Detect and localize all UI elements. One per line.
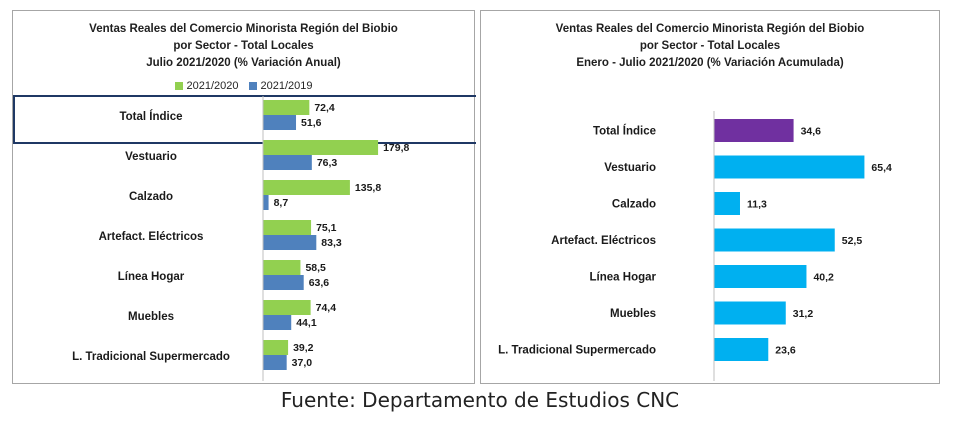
value-label-2021-2019-linea-hogar: 63,6 bbox=[309, 277, 330, 289]
value-label-accumulated-linea-hogar: 40,2 bbox=[813, 272, 834, 284]
legend-item-2021-2020: 2021/2020 bbox=[174, 80, 239, 92]
bar-2021-2019-l-tradicional-supermercado bbox=[263, 355, 287, 370]
legend-swatch bbox=[248, 82, 257, 90]
category-label-vestuario: Vestuario bbox=[604, 162, 656, 174]
value-label-2021-2019-calzado: 8,7 bbox=[274, 197, 289, 209]
chart-legend: 2021/2020 2021/2019 bbox=[13, 80, 474, 92]
bar-2021-2020-linea-hogar bbox=[263, 260, 301, 275]
chart-title-line: Julio 2021/2020 (% Variación Anual) bbox=[146, 57, 341, 69]
category-label-l-tradicional-supermercado: L. Tradicional Supermercado bbox=[498, 345, 656, 357]
chart-title-annual: Ventas Reales del Comercio Minorista Reg… bbox=[13, 21, 474, 72]
chart-title-line: por Sector - Total Locales bbox=[173, 40, 314, 52]
bar-2021-2019-total-indice bbox=[263, 115, 297, 130]
value-label-2021-2019-muebles: 44,1 bbox=[296, 317, 317, 329]
value-label-accumulated-vestuario: 65,4 bbox=[871, 162, 892, 174]
category-label-vestuario: Vestuario bbox=[125, 151, 177, 163]
bar-chart-accumulated: Total Índice 34,6 Vestuario 65,4 Calzado 11,3… bbox=[498, 111, 892, 381]
bar-accumulated-total-indice bbox=[714, 119, 794, 142]
chart-title-line: Enero - Julio 2021/2020 (% Variación Acu… bbox=[576, 57, 844, 69]
bar-2021-2019-linea-hogar bbox=[263, 275, 304, 290]
category-label-muebles: Muebles bbox=[128, 311, 174, 323]
bar-accumulated-artefact-electricos bbox=[714, 228, 835, 252]
value-label-2021-2019-l-tradicional-supermercado: 37,0 bbox=[292, 357, 313, 369]
legend-swatch bbox=[174, 82, 183, 90]
category-label-total-indice: Total Índice bbox=[593, 125, 656, 138]
value-label-2021-2020-muebles: 74,4 bbox=[316, 302, 337, 314]
bar-accumulated-linea-hogar bbox=[714, 265, 807, 288]
category-label-linea-hogar: Línea Hogar bbox=[590, 272, 657, 284]
value-label-2021-2020-artefact-electricos: 75,1 bbox=[316, 222, 337, 234]
bar-accumulated-calzado bbox=[714, 192, 740, 215]
bar-accumulated-vestuario bbox=[714, 155, 865, 179]
bar-accumulated-muebles bbox=[714, 301, 786, 325]
chart-title-line: Ventas Reales del Comercio Minorista Reg… bbox=[555, 23, 865, 35]
value-label-2021-2020-vestuario: 179,8 bbox=[383, 142, 409, 154]
chart-title-line: por Sector - Total Locales bbox=[639, 40, 781, 52]
legend-item-2021-2019: 2021/2019 bbox=[248, 80, 313, 92]
bar-2021-2020-total-indice bbox=[263, 100, 310, 115]
value-label-2021-2020-linea-hogar: 58,5 bbox=[305, 262, 326, 274]
value-label-accumulated-calzado: 11,3 bbox=[747, 199, 767, 211]
category-label-artefact-electricos: Artefact. Eléctricos bbox=[551, 235, 656, 247]
value-label-2021-2019-total-indice: 51,6 bbox=[301, 117, 322, 129]
value-label-2021-2020-total-indice: 72,4 bbox=[314, 102, 335, 114]
value-label-accumulated-l-tradicional-supermercado: 23,6 bbox=[775, 345, 796, 357]
chart-panel-accumulated: Ventas Reales del Comercio Minorista Reg… bbox=[480, 10, 940, 384]
value-label-2021-2019-vestuario: 76,3 bbox=[317, 157, 338, 169]
value-label-accumulated-artefact-electricos: 52,5 bbox=[842, 235, 863, 247]
chart-title-line: Ventas Reales del Comercio Minorista Reg… bbox=[89, 23, 398, 35]
value-label-2021-2020-calzado: 135,8 bbox=[355, 182, 381, 194]
category-label-total-indice: Total Índice bbox=[119, 110, 182, 123]
legend-label: 2021/2019 bbox=[260, 80, 313, 92]
bar-2021-2019-vestuario bbox=[263, 155, 312, 170]
bar-accumulated-l-tradicional-supermercado bbox=[714, 338, 769, 361]
category-label-calzado: Calzado bbox=[612, 199, 656, 211]
bar-2021-2020-vestuario bbox=[263, 140, 379, 155]
bar-2021-2020-artefact-electricos bbox=[263, 220, 312, 235]
value-label-accumulated-muebles: 31,2 bbox=[793, 308, 814, 320]
bar-2021-2019-artefact-electricos bbox=[263, 235, 317, 250]
bar-chart-annual: Total Índice 72,4 51,6 Vestuario 179,8 76,3 Ca… bbox=[13, 95, 476, 381]
bar-2021-2019-muebles bbox=[263, 315, 292, 330]
bar-2021-2020-calzado bbox=[263, 180, 350, 195]
source-caption: Fuente: Departamento de Estudios CNC bbox=[280, 388, 680, 412]
category-label-artefact-electricos: Artefact. Eléctricos bbox=[99, 231, 204, 243]
value-label-2021-2019-artefact-electricos: 83,3 bbox=[321, 237, 342, 249]
chart-title-accumulated: Ventas Reales del Comercio Minorista Reg… bbox=[481, 21, 939, 72]
category-label-l-tradicional-supermercado: L. Tradicional Supermercado bbox=[72, 351, 230, 363]
category-label-calzado: Calzado bbox=[129, 191, 173, 203]
bar-2021-2020-muebles bbox=[263, 300, 311, 315]
bar-2021-2020-l-tradicional-supermercado bbox=[263, 340, 289, 355]
value-label-2021-2020-l-tradicional-supermercado: 39,2 bbox=[293, 342, 314, 354]
category-label-linea-hogar: Línea Hogar bbox=[118, 271, 185, 283]
bar-2021-2019-calzado bbox=[263, 195, 269, 210]
category-label-muebles: Muebles bbox=[610, 308, 656, 320]
chart-panel-annual: Ventas Reales del Comercio Minorista Reg… bbox=[12, 10, 476, 384]
highlight-box bbox=[13, 95, 476, 144]
legend-label: 2021/2020 bbox=[186, 80, 239, 92]
value-label-accumulated-total-indice: 34,6 bbox=[801, 126, 822, 138]
